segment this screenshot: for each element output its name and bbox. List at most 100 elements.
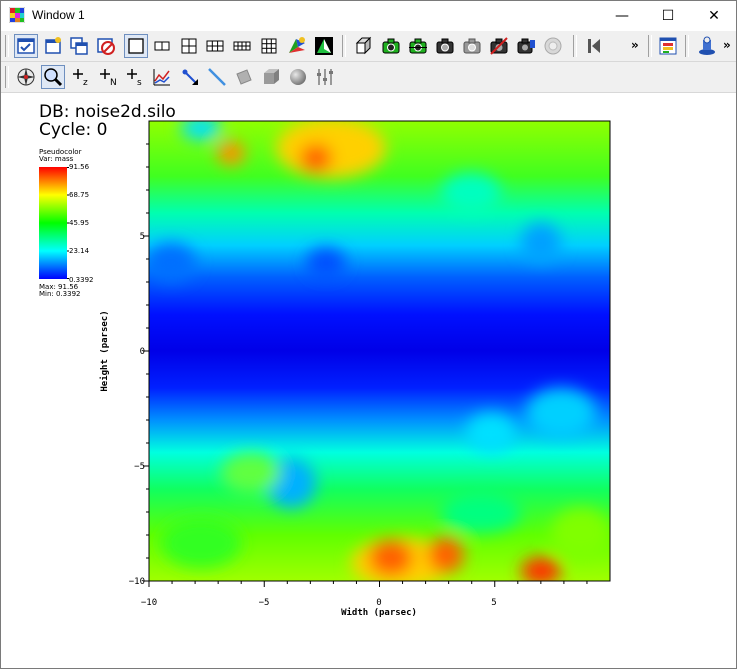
sphere-tool-icon — [290, 69, 306, 85]
minimize-button[interactable]: — — [615, 8, 629, 24]
axis-restrict-icon — [317, 69, 333, 85]
animation-back-button[interactable] — [582, 34, 606, 58]
perspective-view-icon — [355, 36, 372, 55]
sphere-tool-button[interactable] — [286, 65, 310, 89]
delete-window-button[interactable] — [94, 34, 118, 58]
animation-back-icon — [588, 39, 600, 53]
lock-view-icon — [289, 37, 305, 53]
close-button[interactable]: ✕ — [708, 8, 720, 24]
layout-2x2-button[interactable] — [177, 34, 201, 58]
recenter-view-button[interactable] — [406, 34, 430, 58]
redo-view-icon — [463, 38, 481, 54]
redo-view-button[interactable] — [460, 34, 484, 58]
interaction-toolbar: z N s — [1, 62, 736, 93]
zoom-mode-button[interactable] — [41, 65, 65, 89]
recenter-view-icon — [409, 38, 427, 54]
visualization-area[interactable]: DB: noise2d.silo Cycle: 0 Pseudocolor Va… — [1, 93, 736, 668]
new-window-button[interactable] — [41, 34, 65, 58]
box-tool-icon — [264, 69, 279, 84]
legend-min: Min: 0.3392 — [39, 290, 81, 298]
point-tool-icon — [182, 69, 198, 85]
invert-background-button[interactable] — [312, 34, 336, 58]
layout-2x4-button[interactable] — [230, 34, 254, 58]
lock-tools-icon — [517, 38, 535, 54]
maximize-button[interactable]: ☐ — [661, 8, 675, 24]
invert-background-icon — [315, 37, 333, 55]
spreadsheet-pick-button[interactable]: s — [123, 65, 147, 89]
save-window-button[interactable] — [695, 34, 719, 58]
lock-view-button[interactable] — [285, 34, 309, 58]
layout-3x3-button[interactable] — [257, 34, 281, 58]
legend-label-max: 91.56 — [69, 163, 90, 171]
toolbar-grip[interactable] — [648, 35, 652, 57]
active-window-button[interactable] — [14, 34, 38, 58]
reset-view-button[interactable] — [379, 34, 403, 58]
new-window-icon — [45, 37, 61, 54]
spin-mode-icon — [544, 37, 562, 55]
curve-pick-button[interactable] — [150, 65, 174, 89]
active-window-icon — [17, 38, 35, 54]
annotation-button[interactable] — [656, 34, 680, 58]
zone-pick-button[interactable]: z — [69, 65, 93, 89]
legend-label-2: 68.75 — [69, 191, 90, 199]
layout-1x2-button[interactable] — [150, 34, 174, 58]
clone-window-button[interactable] — [67, 34, 91, 58]
title-bar[interactable]: Window 1 — ☐ ✕ — [1, 1, 736, 31]
toolbar-grip[interactable] — [5, 66, 9, 88]
layout-2x3-button[interactable] — [203, 34, 227, 58]
xtick-label-neg5: −5 — [259, 598, 270, 608]
clone-window-icon — [70, 37, 88, 55]
layout-1x2-icon — [154, 41, 170, 51]
spin-mode-button[interactable] — [541, 34, 565, 58]
zone-pick-icon: z — [73, 69, 88, 88]
point-tool-button[interactable] — [178, 65, 202, 89]
layout-1x1-button[interactable] — [124, 34, 148, 58]
plane-tool-icon — [236, 69, 252, 85]
reset-view-icon — [382, 38, 400, 54]
layout-3x3-icon — [261, 38, 277, 54]
legend-colorbar — [39, 167, 69, 279]
axis-restrict-button[interactable] — [313, 65, 337, 89]
plane-tool-button[interactable] — [232, 65, 256, 89]
cycle-label: Cycle: 0 — [39, 120, 108, 140]
lock-time-button[interactable] — [487, 34, 511, 58]
layout-2x2-icon — [181, 38, 197, 54]
layout-2x3-icon — [206, 40, 224, 52]
line-tool-button[interactable] — [205, 65, 229, 89]
annotation-icon — [659, 37, 677, 55]
perspective-view-button[interactable] — [352, 34, 376, 58]
undo-view-icon — [436, 38, 454, 54]
layout-1x1-icon — [128, 38, 144, 54]
node-pick-icon: N — [100, 69, 117, 88]
xtick-label-neg10: −10 — [141, 598, 157, 608]
svg-text:z: z — [83, 78, 88, 88]
save-window-icon — [699, 36, 715, 55]
spreadsheet-pick-icon: s — [127, 69, 142, 88]
undo-view-button[interactable] — [433, 34, 457, 58]
toolbar-grip[interactable] — [573, 35, 577, 57]
y-axis-title: Height (parsec) — [99, 310, 110, 391]
navigate-mode-button[interactable] — [14, 65, 38, 89]
layout-2x4-icon — [233, 41, 251, 51]
legend-label-min: 0.3392 — [69, 276, 94, 284]
pseudocolor-plot[interactable]: 5 0 −5 −10 −10 −5 0 5 Width (parsec) Hei… — [1, 93, 736, 668]
window-title: Window 1 — [32, 8, 85, 22]
ytick-label-0: 0 — [140, 347, 145, 357]
svg-text:s: s — [137, 78, 142, 88]
legend-var: Var: mass — [39, 155, 74, 163]
lock-tools-button[interactable] — [514, 34, 538, 58]
toolbar-overflow-button[interactable]: » — [631, 38, 639, 52]
toolbar-grip[interactable] — [342, 35, 346, 57]
node-pick-button[interactable]: N — [96, 65, 120, 89]
database-label: DB: noise2d.silo — [39, 102, 176, 122]
toolbar-grip[interactable] — [5, 35, 9, 57]
toolbar-grip[interactable] — [685, 35, 689, 57]
toolbar-overflow-button-2[interactable]: » — [723, 38, 731, 52]
delete-window-icon — [97, 38, 115, 55]
legend-label-3: 45.95 — [69, 219, 90, 227]
zoom-icon — [44, 68, 63, 87]
ytick-label-neg10: −10 — [129, 577, 145, 587]
box-tool-button[interactable] — [259, 65, 283, 89]
legend-title: Pseudocolor — [39, 148, 82, 156]
